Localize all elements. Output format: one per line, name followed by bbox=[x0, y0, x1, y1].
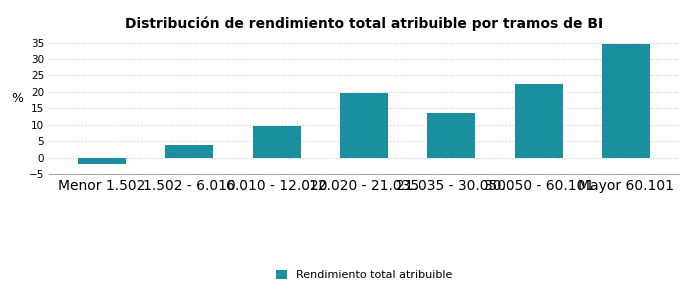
Bar bbox=[78, 158, 126, 164]
Bar bbox=[602, 44, 650, 158]
Bar bbox=[253, 126, 300, 158]
Bar bbox=[428, 113, 475, 158]
Title: Distribución de rendimiento total atribuible por tramos de BI: Distribución de rendimiento total atribu… bbox=[125, 16, 603, 31]
Bar bbox=[514, 84, 563, 158]
Y-axis label: %: % bbox=[12, 92, 24, 105]
Bar bbox=[340, 92, 388, 158]
Bar bbox=[165, 145, 214, 158]
Legend: Rendimiento total atribuible: Rendimiento total atribuible bbox=[272, 265, 456, 284]
